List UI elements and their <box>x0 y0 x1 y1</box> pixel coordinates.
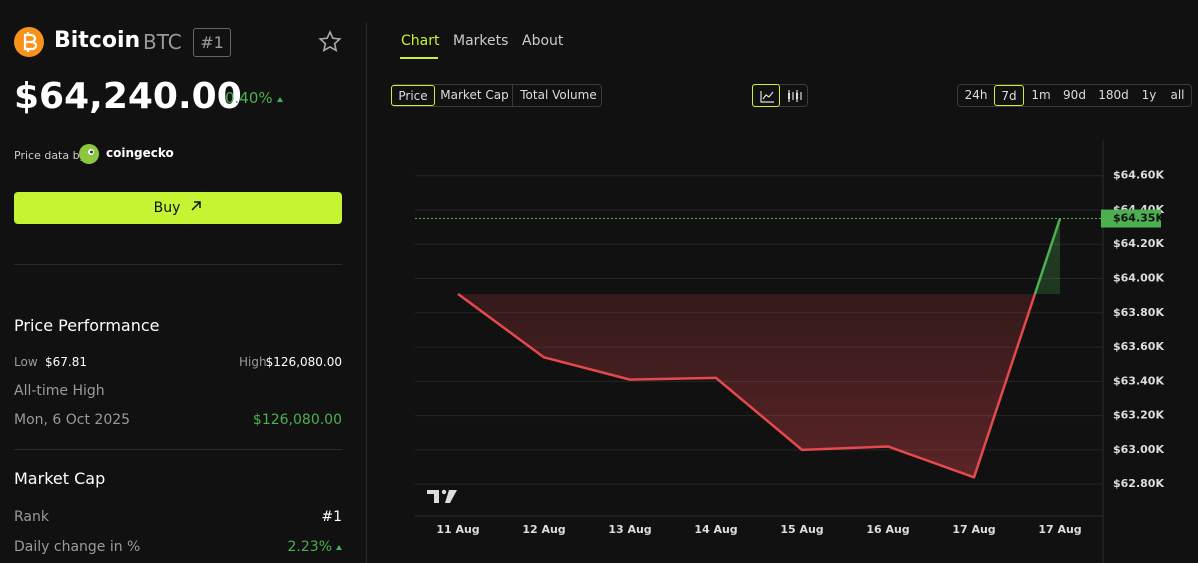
price: $64,240.00 <box>14 76 242 117</box>
current-price-label: $64.35K <box>1113 212 1164 225</box>
x-tick-label: 12 Aug <box>522 523 565 536</box>
rank-badge: #1 <box>193 28 231 57</box>
daily-label: Daily change in % <box>14 539 141 555</box>
metric-button[interactable]: Price <box>391 85 435 106</box>
rank-value: #1 <box>321 509 342 525</box>
y-tick-label: $63.80K <box>1113 306 1164 319</box>
tab[interactable]: About <box>522 33 564 49</box>
price-change-value: 0.40% <box>225 89 273 107</box>
y-tick-label: $64.20K <box>1113 237 1164 250</box>
rank-label: Rank <box>14 509 49 525</box>
daily-change: 2.23% <box>287 539 332 555</box>
provider-name: coingecko <box>106 146 174 160</box>
tab[interactable]: Markets <box>453 33 509 49</box>
y-tick-label: $64.60K <box>1113 169 1164 182</box>
tab-underline <box>400 57 438 59</box>
y-tick-label: $63.60K <box>1113 340 1164 353</box>
x-tick-label: 13 Aug <box>608 523 651 536</box>
ath-label: All-time High <box>14 383 105 399</box>
metric-button[interactable]: Market Cap <box>437 85 513 106</box>
high-label: High <box>239 355 267 369</box>
ath-value: $126,080.00 <box>252 412 342 428</box>
divider <box>14 449 342 450</box>
low-value: $67.81 <box>45 355 87 369</box>
coin-name: Bitcoin <box>54 28 141 53</box>
x-tick-label: 15 Aug <box>780 523 823 536</box>
line-chart-button[interactable] <box>752 84 780 107</box>
high-value: $126,080.00 <box>265 355 342 369</box>
price-chart: $62.80K $63.00K $63.20K $63.40K $63.60K $63.8… <box>415 140 1164 563</box>
section-title: Market Cap <box>14 469 106 488</box>
y-tick-label: $62.80K <box>1113 477 1164 490</box>
low-label: Low <box>14 355 38 369</box>
y-tick-label: $64.00K <box>1113 272 1164 285</box>
x-tick-label: 17 Aug <box>1038 523 1081 536</box>
range-button[interactable]: 180d <box>1098 88 1129 102</box>
up-arrow <box>276 97 283 102</box>
range-button[interactable]: 7d <box>994 85 1024 106</box>
x-tick-label: 14 Aug <box>694 523 737 536</box>
range-button[interactable]: all <box>1170 88 1185 102</box>
x-tick-label: 11 Aug <box>436 523 479 536</box>
buy-arrow <box>191 201 202 211</box>
coin-symbol: BTC <box>143 30 182 54</box>
ath-date: Mon, 6 Oct 2025 <box>14 412 131 428</box>
range-button[interactable]: 1m <box>1031 88 1051 102</box>
y-tick-label: $63.40K <box>1113 374 1164 387</box>
daily-value: 2.23% <box>288 539 342 555</box>
range-button[interactable]: 1y <box>1141 88 1157 102</box>
area <box>458 293 1060 478</box>
candle-chart-button[interactable] <box>781 84 808 107</box>
x-tick-label: 17 Aug <box>952 523 995 536</box>
up-arrow <box>336 545 342 550</box>
range-button[interactable]: 90d <box>1063 88 1086 102</box>
y-tick-label: $63.20K <box>1113 409 1164 422</box>
source-label: Price data by <box>14 149 87 162</box>
range-group <box>957 84 1192 107</box>
coin-icon <box>14 27 44 57</box>
price-change: 0.40% <box>225 89 283 107</box>
section-title: Price Performance <box>14 316 160 335</box>
buy-label: Buy <box>153 200 181 216</box>
y-tick-label: $63.00K <box>1113 443 1164 456</box>
price-line <box>457 293 1037 479</box>
divider <box>14 264 342 265</box>
buy-button[interactable]: Buy <box>14 192 342 224</box>
range-button[interactable]: 24h <box>964 88 988 102</box>
metric-button[interactable]: Total Volume <box>520 88 597 102</box>
x-tick-label: 16 Aug <box>866 523 909 536</box>
tab[interactable]: Chart <box>401 33 440 49</box>
tradingview-logo <box>427 489 457 503</box>
favorite-star[interactable] <box>318 30 342 54</box>
provider-icon <box>79 144 99 164</box>
current-price-tag <box>1101 209 1161 228</box>
panel-divider <box>366 22 367 563</box>
